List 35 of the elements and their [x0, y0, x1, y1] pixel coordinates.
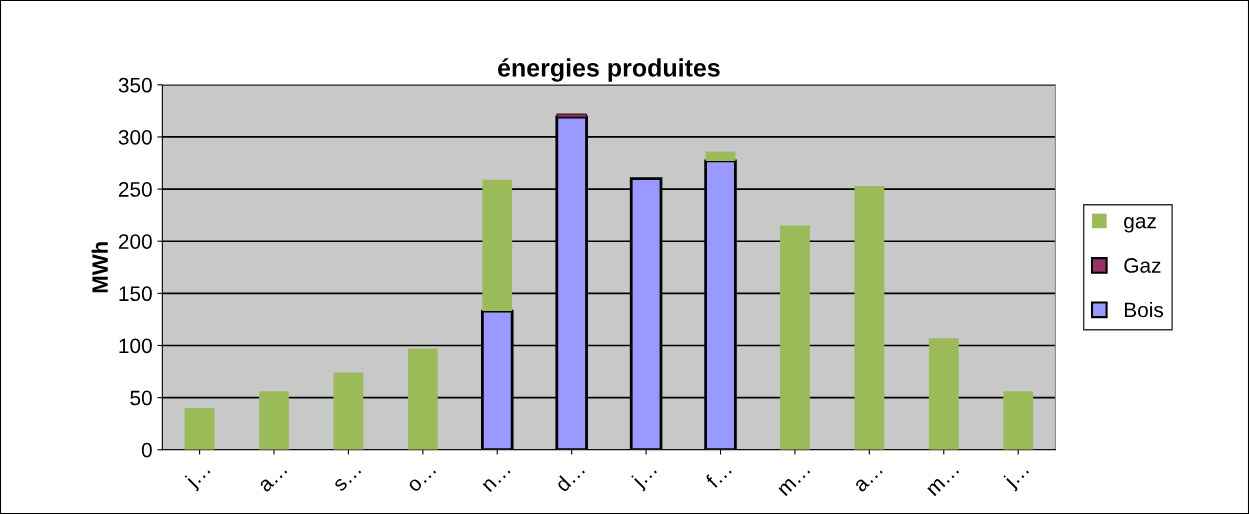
x-tick-label: a… [259, 464, 288, 493]
y-tick-label: 0 [141, 442, 152, 458]
bar [482, 179, 513, 312]
bar [407, 348, 438, 450]
bar [259, 391, 289, 450]
legend-label: Bois [1124, 301, 1164, 318]
bar [333, 372, 364, 450]
x-tick-label: f… [704, 461, 732, 489]
y-tick-label: 100 [119, 338, 152, 354]
x-tick-label: j… [629, 461, 660, 492]
y-tick-label: 350 [118, 77, 152, 93]
bar [780, 225, 810, 450]
legend-label: gaz [1124, 217, 1156, 233]
y-tick-label: 50 [130, 390, 152, 406]
bar [705, 151, 736, 161]
y-tick-label: 250 [118, 182, 152, 197]
y-axis-title: MWh [91, 242, 108, 293]
x-tick-label: a… [854, 464, 883, 493]
x-tick-label: s… [333, 464, 362, 492]
bar [854, 185, 885, 450]
x-tick-label: n… [482, 464, 511, 493]
bar [928, 338, 959, 450]
x-tick-label: j… [1001, 461, 1033, 492]
x-tick-label: o… [407, 464, 437, 493]
legend-label: Gaz [1124, 258, 1161, 273]
bar [1003, 391, 1034, 450]
x-tick-label: d… [553, 461, 586, 493]
y-tick-label: 200 [118, 234, 152, 249]
bar [184, 408, 215, 450]
y-tick-label: 300 [118, 129, 152, 145]
chart-title: énergies produites [498, 58, 720, 82]
x-tick-label: m… [778, 464, 811, 497]
x-tick-label: j… [183, 461, 214, 492]
x-tick-label: m… [927, 464, 960, 497]
y-tick-label: 150 [119, 286, 152, 302]
